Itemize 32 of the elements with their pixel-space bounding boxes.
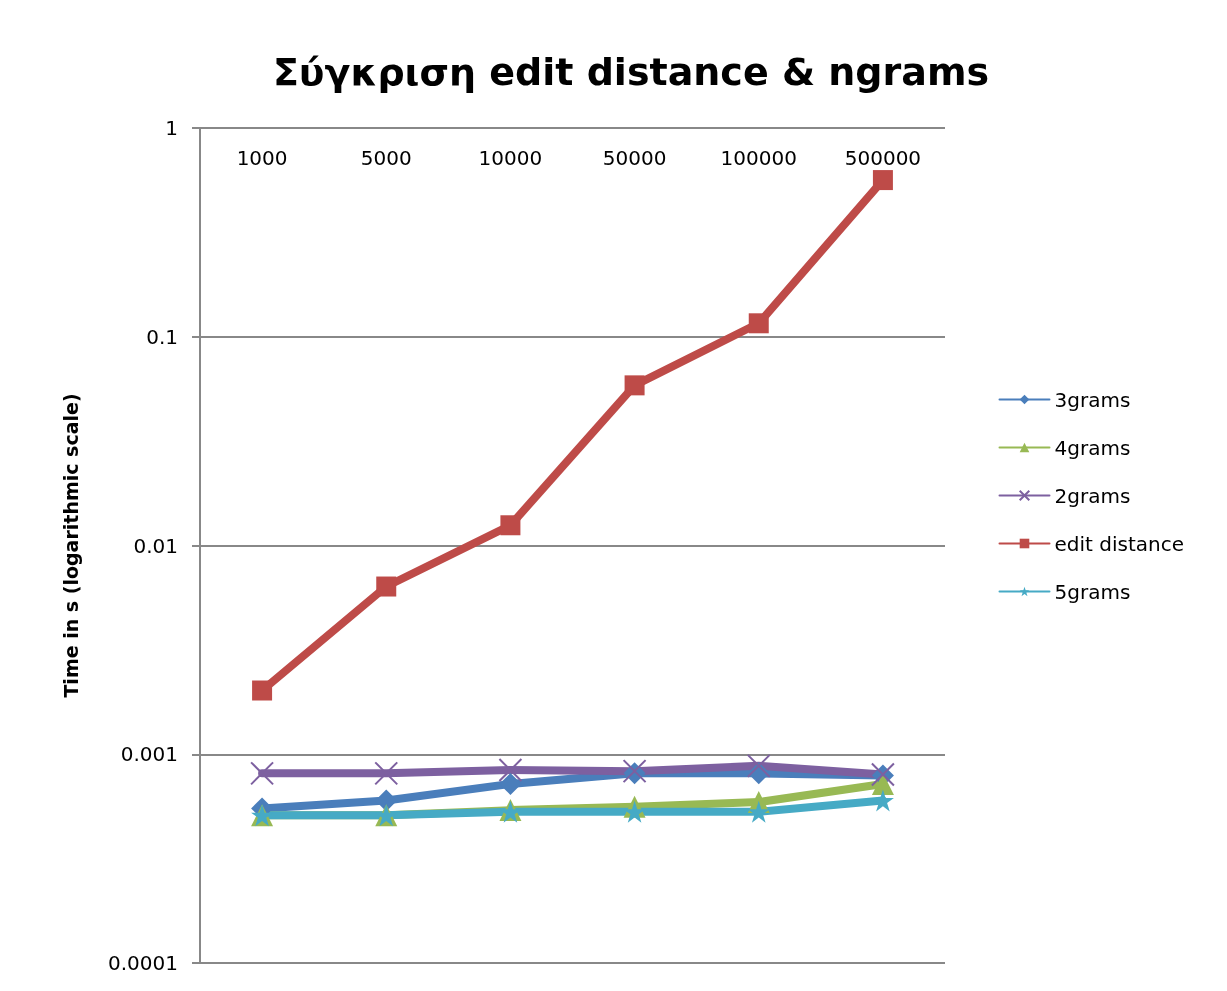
x-tick-label: 1000: [236, 146, 288, 170]
point: [747, 800, 770, 823]
x-tick-label: 500000: [844, 146, 922, 170]
point: [376, 576, 397, 597]
x-tick-label: 10000: [478, 146, 543, 170]
point: [623, 800, 646, 823]
point: [748, 313, 769, 334]
legend-label: 5grams: [1054, 579, 1131, 604]
point: [746, 753, 771, 778]
point: [499, 773, 522, 796]
x-tick-label: 100000: [720, 146, 797, 170]
y-tick-label: 0.1: [146, 324, 178, 349]
y-tick-label: 1: [165, 116, 178, 140]
y-tick-label: 0.001: [120, 742, 178, 767]
x-tick-label: 50000: [602, 146, 667, 170]
point: [250, 761, 275, 786]
point: [872, 170, 893, 191]
y-tick-label: 0.0001: [108, 951, 178, 975]
legend-label: 2grams: [1054, 483, 1131, 508]
point: [498, 758, 523, 783]
point: [624, 375, 645, 396]
point: [871, 773, 894, 796]
legend-label: 4grams: [1054, 435, 1131, 460]
y-axis-title: Time in s (logarithmic scale): [59, 393, 82, 698]
y-tick-label: 0.01: [133, 533, 178, 558]
legend-label: edit distance: [1054, 531, 1185, 556]
x-tick-label: 5000: [360, 146, 412, 170]
point: [374, 761, 399, 786]
point: [252, 680, 273, 701]
legend-label: 3grams: [1054, 387, 1131, 412]
chart-title: Σύγκριση edit distance & ngrams: [272, 50, 990, 94]
point: [500, 515, 521, 536]
